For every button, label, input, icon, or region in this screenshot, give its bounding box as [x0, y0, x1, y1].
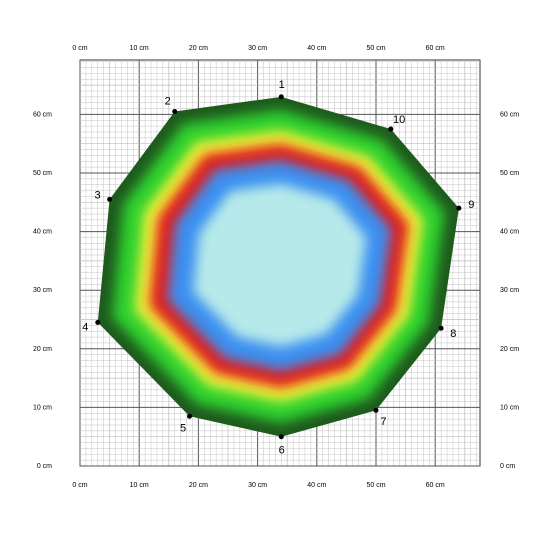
measurement-point-3 — [107, 196, 113, 202]
x-tick-label-top: 20 cm — [189, 45, 208, 52]
measurement-point-label: 3 — [94, 189, 100, 201]
x-tick-label-bottom: 50 cm — [366, 482, 385, 489]
x-tick-label-bottom: 10 cm — [130, 482, 149, 489]
measurement-point-10 — [388, 126, 394, 132]
y-tick-label-left: 50 cm — [33, 170, 52, 177]
measurement-point-8 — [438, 325, 444, 331]
y-tick-label-left: 40 cm — [33, 229, 52, 236]
y-tick-label-left: 30 cm — [33, 287, 52, 294]
x-tick-label-bottom: 60 cm — [426, 482, 445, 489]
y-tick-label-left: 10 cm — [33, 404, 52, 411]
y-tick-label-right: 30 cm — [500, 287, 519, 294]
x-tick-label-top: 50 cm — [366, 45, 385, 52]
x-tick-label-bottom: 30 cm — [248, 482, 267, 489]
measurement-point-label: 4 — [82, 321, 88, 333]
measurement-point-label: 6 — [279, 445, 285, 457]
x-tick-label-top: 40 cm — [307, 45, 326, 52]
y-tick-label-right: 60 cm — [500, 111, 519, 118]
measurement-point-4 — [95, 319, 101, 325]
y-tick-label-right: 20 cm — [500, 346, 519, 353]
x-tick-label-top: 60 cm — [426, 45, 445, 52]
measurement-point-label: 2 — [165, 96, 171, 108]
y-tick-label-left: 60 cm — [33, 111, 52, 118]
y-tick-label-right: 10 cm — [500, 404, 519, 411]
measurement-point-label: 10 — [393, 114, 405, 126]
band-center — [193, 183, 367, 347]
x-tick-label-top: 10 cm — [130, 45, 149, 52]
x-axis-bottom: 0 cm 10 cm 20 cm 30 cm 40 cm 50 cm 60 cm — [72, 482, 444, 489]
measurement-point-1 — [278, 94, 284, 100]
y-tick-label-left: 0 cm — [37, 463, 52, 470]
y-axis-right: 0 cm 10 cm 20 cm 30 cm 40 cm 50 cm 60 cm — [500, 111, 519, 470]
y-tick-label-right: 50 cm — [500, 170, 519, 177]
x-tick-label-bottom: 20 cm — [189, 482, 208, 489]
measurement-point-label: 5 — [180, 422, 186, 434]
measurement-point-label: 9 — [468, 199, 474, 211]
x-tick-label-top: 0 cm — [72, 45, 87, 52]
y-tick-label-left: 20 cm — [33, 346, 52, 353]
measurement-point-label: 7 — [380, 416, 386, 428]
measurement-point-9 — [456, 205, 462, 211]
x-tick-label-top: 30 cm — [248, 45, 267, 52]
measurement-points: 1 2 3 4 5 6 7 8 9 10 — [82, 79, 474, 457]
y-tick-label-right: 40 cm — [500, 229, 519, 236]
y-axis-left: 0 cm 10 cm 20 cm 30 cm 40 cm 50 cm 60 cm — [33, 111, 52, 470]
measurement-point-5 — [187, 413, 193, 419]
x-tick-label-bottom: 0 cm — [72, 482, 87, 489]
x-axis-top: 0 cm 10 cm 20 cm 30 cm 40 cm 50 cm 60 cm — [72, 45, 444, 52]
measurement-point-label: 8 — [450, 328, 456, 340]
measurement-point-2 — [172, 108, 178, 114]
x-tick-label-bottom: 40 cm — [307, 482, 326, 489]
measurement-point-7 — [373, 407, 379, 413]
heatmap-layer — [97, 96, 459, 437]
measurement-point-label: 1 — [279, 79, 285, 91]
measurement-point-6 — [278, 434, 284, 440]
y-tick-label-right: 0 cm — [500, 463, 515, 470]
